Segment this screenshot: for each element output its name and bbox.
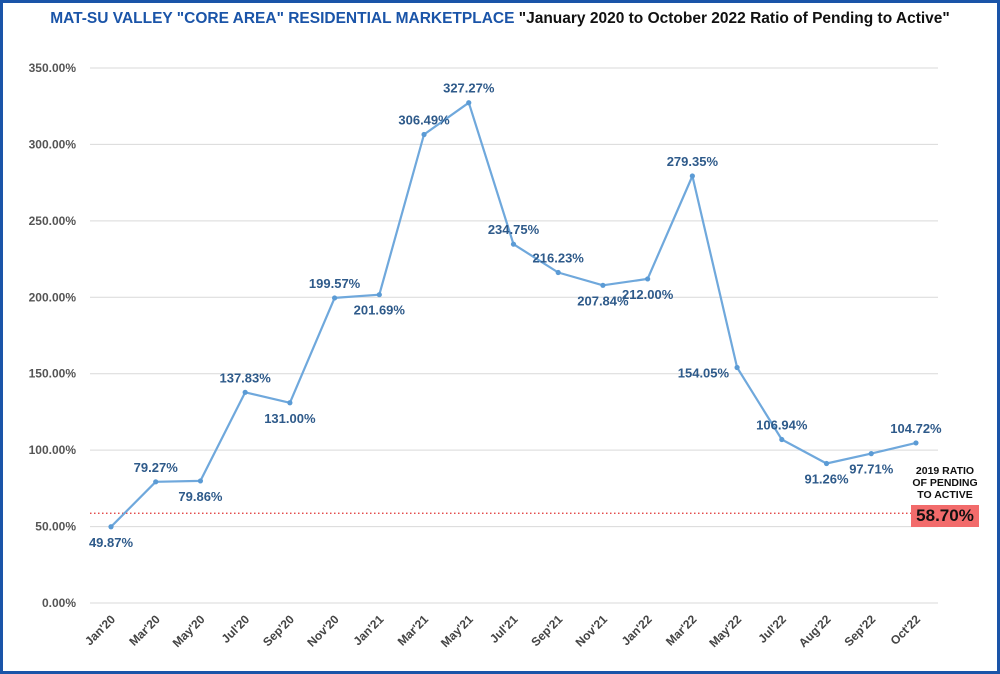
y-tick-label: 350.00% [29,61,77,75]
x-tick-label: Jan'21 [350,612,386,648]
data-point [197,478,204,484]
data-point [689,173,695,179]
y-tick-label: 250.00% [29,214,77,228]
data-label: 79.27% [134,460,179,475]
data-point [868,451,874,457]
chart-title: MAT-SU VALLEY "CORE AREA" RESIDENTIAL MA… [0,10,1000,28]
x-tick-label: Aug'22 [796,612,834,650]
chart-title-main: MAT-SU VALLEY "CORE AREA" RESIDENTIAL MA… [50,10,515,27]
x-tick-label: Mar'22 [663,612,700,649]
data-point [466,100,472,106]
data-point [332,295,338,301]
x-tick-label: Mar'20 [126,612,163,649]
data-label: 106.94% [756,418,808,433]
data-label: 199.57% [309,276,361,291]
data-point [555,269,561,276]
data-label: 104.72% [890,421,942,436]
data-label: 327.27% [443,81,495,96]
data-point [734,364,740,371]
y-tick-label: 0.00% [42,596,76,610]
reference-note-line: OF PENDING [912,477,977,489]
y-tick-label: 150.00% [29,367,77,381]
data-point [600,282,606,288]
series-ratio [110,101,917,528]
x-tick-label: Jul'22 [755,612,789,646]
x-tick-label: Mar'21 [395,612,432,649]
x-tick-label: Jan'20 [82,612,118,648]
x-tick-label: Sep'22 [841,612,878,649]
y-tick-label: 100.00% [29,443,77,457]
data-label: 279.35% [667,154,719,169]
x-tick-label: Sep'21 [528,612,565,649]
reference-value-badge: 58.70% [911,505,979,527]
data-label: 216.23% [533,250,585,265]
reference-note-line: 2019 RATIO [916,465,974,477]
data-label: 97.71% [849,462,894,477]
y-tick-label: 300.00% [29,137,77,151]
x-tick-label: May'22 [706,612,744,650]
x-axis-ticks: Jan'20 Mar'20 May'20 Jul'20 Sep'20 Nov'20 Jan'… [82,612,923,650]
y-tick-label: 200.00% [29,290,77,304]
x-tick-label: Jul'21 [487,612,521,646]
gridlines [90,67,938,604]
x-tick-label: Jan'22 [619,612,655,648]
data-label: 207.84% [577,293,629,308]
data-point [645,276,651,282]
data-point [779,436,785,443]
data-point [823,460,830,467]
x-tick-label: Nov'21 [573,612,611,650]
x-tick-label: Jul'20 [219,612,253,646]
x-tick-label: Nov'20 [304,612,342,650]
data-point [287,400,293,406]
data-point [913,440,919,446]
x-tick-label: May'21 [438,612,476,650]
data-label: 131.00% [264,411,316,426]
data-point [242,389,248,395]
data-point [153,479,159,485]
data-point [510,241,517,247]
data-label: 212.00% [622,287,674,302]
data-label: 91.26% [804,472,849,487]
y-tick-label: 50.00% [35,520,76,534]
data-label: 234.75% [488,222,540,237]
data-label: 306.49% [398,113,450,128]
y-axis-ticks: 0.00% 50.00% 100.00% 150.00% 200.00% 250.00% 3… [29,61,77,610]
data-label: 201.69% [354,303,406,318]
reference-note-line: TO ACTIVE [917,489,972,501]
data-labels: 49.87% 79.27% 79.86% 137.83% 131.00% 199.57% 2… [89,81,942,550]
data-label: 154.05% [678,366,730,381]
data-point [421,131,427,138]
chart-title-range: "January 2020 to October 2022 Ratio of P… [518,10,950,27]
x-tick-label: May'20 [170,612,208,650]
x-tick-label: Oct'22 [888,612,924,648]
data-label: 49.87% [89,535,134,550]
x-tick-label: Sep'20 [260,612,297,649]
data-point [376,292,382,298]
data-label: 137.83% [219,370,271,385]
series-line [110,101,917,528]
data-point [108,524,114,530]
series-markers [108,100,919,530]
data-label: 79.86% [178,489,223,504]
